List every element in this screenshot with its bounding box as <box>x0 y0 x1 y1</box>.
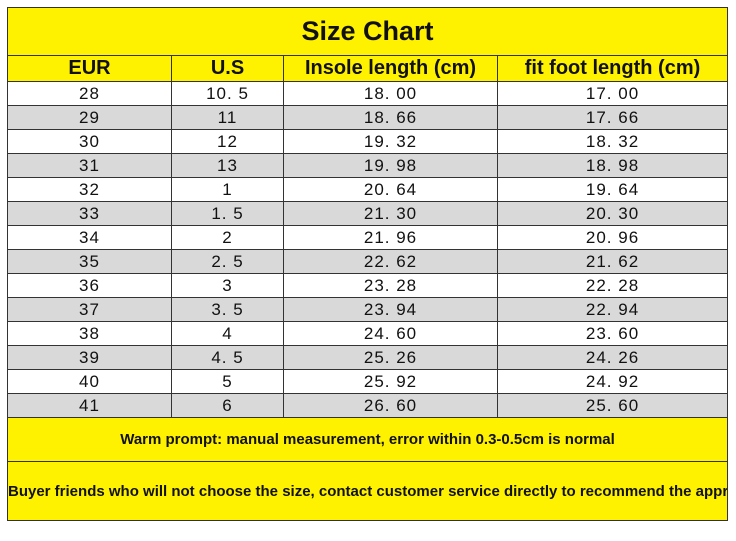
us-cell: 3. 5 <box>171 297 284 322</box>
insole-cell: 20. 64 <box>283 177 498 202</box>
insole-cell: 21. 30 <box>283 201 498 226</box>
eur-cell: 35 <box>7 249 172 274</box>
us-cell: 10. 5 <box>171 81 284 106</box>
insole-cell: 19. 32 <box>283 129 498 154</box>
size-chart-table: Size Chart EUR U.S Insole length (cm) fi… <box>6 7 729 521</box>
insole-cell: 23. 28 <box>283 273 498 298</box>
us-cell: 4. 5 <box>171 345 284 370</box>
fit-foot-cell: 17. 00 <box>496 81 729 106</box>
eur-cell: 40 <box>7 369 172 394</box>
us-cell: 1 <box>171 177 284 202</box>
table-row: 28 10. 5 18. 00 17. 00 <box>7 81 729 106</box>
table-row: 36 3 23. 28 22. 28 <box>7 273 729 298</box>
size-advice-note: Buyer friends who will not choose the si… <box>6 461 729 521</box>
table-row: 34 2 21. 96 20. 96 <box>7 225 729 250</box>
fit-foot-cell: 20. 96 <box>496 225 729 250</box>
us-cell: 13 <box>171 153 284 178</box>
table-row: 32 1 20. 64 19. 64 <box>7 177 729 202</box>
table-row: 37 3. 5 23. 94 22. 94 <box>7 297 729 322</box>
fit-foot-cell: 22. 28 <box>496 273 729 298</box>
fit-foot-cell: 21. 62 <box>496 249 729 274</box>
insole-cell: 21. 96 <box>283 225 498 250</box>
us-cell: 2 <box>171 225 284 250</box>
table-row: 41 6 26. 60 25. 60 <box>7 393 729 418</box>
fit-foot-cell: 18. 32 <box>496 129 729 154</box>
eur-cell: 29 <box>7 105 172 130</box>
warm-prompt-note: Warm prompt: manual measurement, error w… <box>6 417 729 462</box>
insole-cell: 18. 00 <box>283 81 498 106</box>
eur-cell: 39 <box>7 345 172 370</box>
insole-cell: 18. 66 <box>283 105 498 130</box>
insole-cell: 24. 60 <box>283 321 498 346</box>
us-cell: 1. 5 <box>171 201 284 226</box>
us-cell: 6 <box>171 393 284 418</box>
table-row: 39 4. 5 25. 26 24. 26 <box>7 345 729 370</box>
fit-foot-cell: 22. 94 <box>496 297 729 322</box>
insole-cell: 25. 26 <box>283 345 498 370</box>
chart-title: Size Chart <box>6 7 729 56</box>
table-row: 38 4 24. 60 23. 60 <box>7 321 729 346</box>
us-cell: 12 <box>171 129 284 154</box>
eur-cell: 28 <box>7 81 172 106</box>
fit-foot-cell: 18. 98 <box>496 153 729 178</box>
eur-cell: 36 <box>7 273 172 298</box>
insole-cell: 23. 94 <box>283 297 498 322</box>
eur-cell: 37 <box>7 297 172 322</box>
header-eur: EUR <box>7 55 172 82</box>
header-row: EUR U.S Insole length (cm) fit foot leng… <box>7 55 729 82</box>
insole-cell: 19. 98 <box>283 153 498 178</box>
fit-foot-cell: 24. 26 <box>496 345 729 370</box>
insole-cell: 25. 92 <box>283 369 498 394</box>
header-fit-foot-length: fit foot length (cm) <box>496 55 729 82</box>
fit-foot-cell: 24. 92 <box>496 369 729 394</box>
us-cell: 11 <box>171 105 284 130</box>
table-row: 35 2. 5 22. 62 21. 62 <box>7 249 729 274</box>
insole-cell: 22. 62 <box>283 249 498 274</box>
table-row: 30 12 19. 32 18. 32 <box>7 129 729 154</box>
table-row: 29 11 18. 66 17. 66 <box>7 105 729 130</box>
header-us: U.S <box>171 55 284 82</box>
eur-cell: 41 <box>7 393 172 418</box>
eur-cell: 30 <box>7 129 172 154</box>
header-insole-length: Insole length (cm) <box>283 55 498 82</box>
eur-cell: 31 <box>7 153 172 178</box>
eur-cell: 38 <box>7 321 172 346</box>
table-row: 33 1. 5 21. 30 20. 30 <box>7 201 729 226</box>
eur-cell: 32 <box>7 177 172 202</box>
insole-cell: 26. 60 <box>283 393 498 418</box>
fit-foot-cell: 25. 60 <box>496 393 729 418</box>
us-cell: 3 <box>171 273 284 298</box>
us-cell: 4 <box>171 321 284 346</box>
eur-cell: 34 <box>7 225 172 250</box>
table-row: 40 5 25. 92 24. 92 <box>7 369 729 394</box>
us-cell: 2. 5 <box>171 249 284 274</box>
fit-foot-cell: 20. 30 <box>496 201 729 226</box>
us-cell: 5 <box>171 369 284 394</box>
fit-foot-cell: 23. 60 <box>496 321 729 346</box>
table-row: 31 13 19. 98 18. 98 <box>7 153 729 178</box>
fit-foot-cell: 19. 64 <box>496 177 729 202</box>
eur-cell: 33 <box>7 201 172 226</box>
fit-foot-cell: 17. 66 <box>496 105 729 130</box>
size-rows: 28 10. 5 18. 00 17. 00 29 11 18. 66 17. 66 30 12 1… <box>7 81 729 418</box>
